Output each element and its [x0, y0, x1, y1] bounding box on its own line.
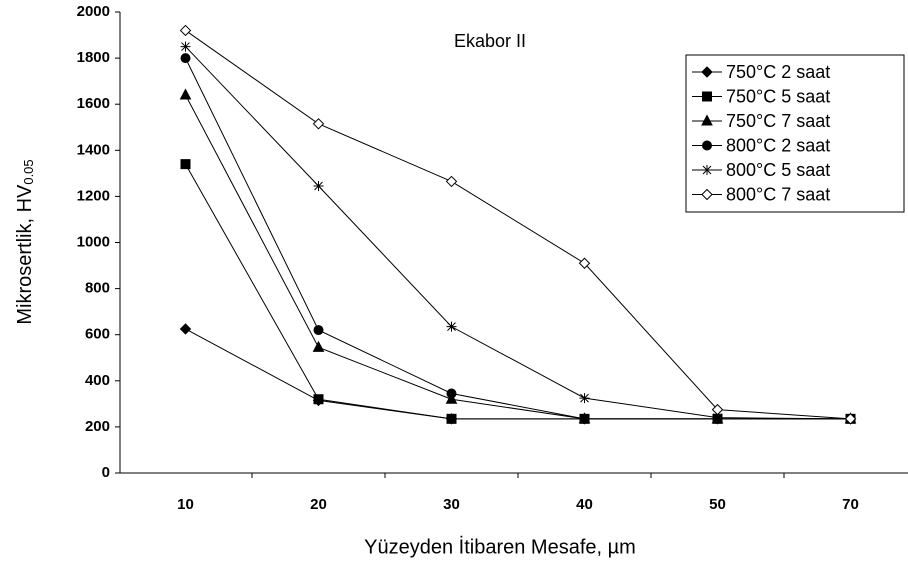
x-tick-label: 40: [576, 496, 593, 513]
legend-marker: [701, 66, 713, 78]
marker: [579, 413, 590, 424]
legend-label: 750°C 7 saat: [726, 111, 830, 131]
annotation: Ekabor II: [454, 31, 526, 51]
marker: [312, 340, 325, 352]
marker: [180, 159, 191, 170]
marker: [313, 325, 324, 336]
marker: [446, 321, 457, 332]
series-line: [185, 30, 851, 420]
x-tick-label: 70: [842, 496, 859, 513]
marker: [446, 388, 457, 399]
legend-label: 800°C 5 saat: [726, 160, 830, 180]
y-tick-label: 800: [85, 280, 110, 297]
y-tick-label: 1400: [77, 141, 110, 158]
legend-marker: [702, 91, 712, 102]
legend-marker: [701, 188, 713, 201]
legend-marker: [702, 165, 712, 175]
marker: [579, 393, 590, 404]
marker: [179, 24, 192, 37]
y-tick-label: 1000: [77, 233, 110, 250]
x-tick-label: 10: [177, 496, 194, 513]
marker: [844, 413, 857, 425]
marker: [712, 412, 723, 423]
y-tick-label: 600: [85, 326, 110, 343]
x-tick-label: 30: [443, 496, 460, 513]
series-line: [185, 328, 851, 420]
series-line: [185, 46, 851, 420]
marker: [180, 41, 191, 52]
y-tick-label: 1800: [77, 49, 110, 66]
marker: [313, 181, 324, 192]
marker: [313, 394, 324, 405]
y-tick-label: 0: [102, 464, 110, 481]
y-axis-title-sub: 0.05: [21, 159, 36, 184]
marker: [312, 118, 325, 130]
series-line: [185, 57, 851, 420]
legend-marker: [701, 114, 713, 126]
y-tick-label: 1600: [77, 95, 110, 112]
legend-label: 750°C 2 saat: [726, 62, 830, 82]
y-tick-label: 1200: [77, 187, 110, 204]
marker: [179, 88, 192, 100]
marker: [445, 392, 458, 404]
legend-label: 750°C 5 saat: [726, 86, 830, 106]
x-tick-label: 50: [709, 496, 726, 513]
x-axis-title: Yüzeyden İtibaren Mesafe, µm: [364, 535, 636, 558]
y-axis-title-main: Mikrosertlik, HV: [14, 184, 36, 325]
legend-label: 800°C 2 saat: [726, 135, 830, 155]
marker: [180, 53, 191, 64]
legend-marker: [702, 140, 712, 151]
y-axis-title: Mikrosertlik, HV0.05: [14, 159, 36, 324]
x-tick-label: 20: [310, 496, 327, 513]
marker: [446, 413, 457, 424]
marker: [445, 175, 458, 188]
marker: [179, 323, 192, 335]
legend-box: [685, 54, 905, 213]
legend-label: 800°C 7 saat: [726, 184, 830, 204]
marker: [578, 257, 591, 269]
marker: [711, 403, 724, 416]
y-tick-label: 400: [85, 372, 110, 389]
y-tick-label: 200: [85, 418, 110, 435]
y-tick-label: 2000: [77, 3, 110, 20]
